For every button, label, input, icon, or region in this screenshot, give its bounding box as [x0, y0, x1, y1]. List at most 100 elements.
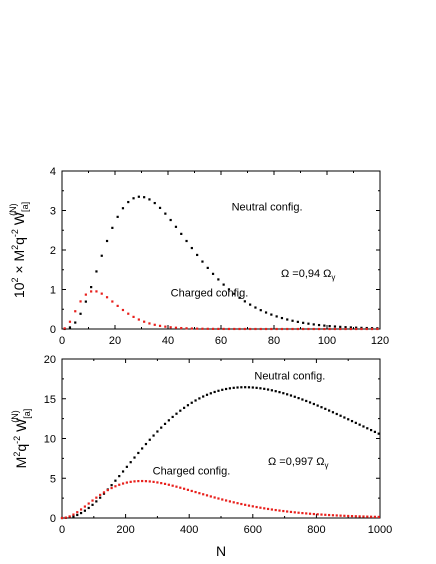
data-point: [289, 394, 293, 397]
data-point: [333, 327, 337, 331]
data-point: [335, 412, 338, 416]
data-point: [264, 327, 268, 331]
data-point: [317, 327, 321, 331]
data-point: [377, 515, 380, 519]
data-point: [344, 327, 347, 331]
data-point: [95, 270, 98, 273]
data-point: [259, 327, 262, 331]
data-point: [233, 292, 236, 295]
data-point: [91, 499, 94, 502]
data-point: [249, 327, 252, 331]
data-point: [302, 327, 305, 331]
data-point: [331, 411, 335, 414]
series-charged-config: [63, 290, 379, 331]
x-tick-label: 80: [268, 335, 280, 347]
data-point: [270, 508, 273, 511]
y-axis-label: 102 × M2q-2 W[a](N): [8, 202, 30, 298]
series-label: Charged config.: [153, 465, 231, 477]
data-point: [194, 399, 197, 402]
data-point: [243, 327, 246, 331]
data-point: [148, 322, 151, 325]
data-point: [316, 404, 319, 407]
data-point: [270, 389, 273, 392]
bottom-panel: 0 200 400 600 800 1000 0 5 10 15 20 Neutral config.…: [10, 354, 392, 559]
data-point: [370, 327, 374, 331]
data-point: [328, 513, 331, 517]
data-point: [328, 324, 331, 328]
data-point: [183, 406, 186, 409]
x-tick-label: 120: [371, 335, 389, 347]
data-point: [354, 515, 357, 518]
data-point: [323, 327, 326, 331]
data-point: [90, 290, 93, 293]
data-point: [143, 196, 146, 199]
data-point: [324, 513, 327, 516]
data-point: [266, 388, 270, 391]
data-point: [270, 327, 273, 331]
data-point: [79, 300, 82, 303]
data-point: [205, 393, 209, 396]
data-point: [280, 327, 284, 331]
data-point: [152, 480, 155, 483]
series-neutral-config: [60, 386, 380, 520]
data-point: [213, 496, 216, 499]
data-point: [240, 386, 243, 389]
data-point: [274, 508, 277, 512]
data-point: [164, 212, 167, 215]
y-tick-label: 10: [44, 434, 56, 446]
data-point: [227, 288, 231, 291]
data-point: [63, 327, 66, 330]
data-point: [339, 514, 342, 517]
data-point: [255, 505, 258, 509]
data-point: [247, 504, 251, 507]
series-neutral-config: [63, 195, 379, 331]
data-point: [373, 430, 377, 433]
data-point: [350, 515, 354, 518]
data-point: [270, 313, 273, 316]
data-point: [280, 316, 284, 320]
data-point: [190, 401, 193, 404]
data-point: [347, 418, 350, 421]
data-point: [132, 315, 135, 318]
data-point: [64, 516, 67, 519]
data-point: [343, 416, 346, 419]
data-point: [349, 327, 352, 331]
data-point: [232, 386, 235, 389]
data-point: [205, 494, 209, 497]
data-point: [358, 515, 361, 518]
data-point: [324, 407, 327, 410]
data-point: [99, 496, 102, 499]
plot-frame: [61, 170, 381, 330]
data-point: [243, 300, 246, 303]
data-point: [360, 327, 363, 331]
data-point: [74, 310, 77, 313]
data-point: [171, 484, 174, 487]
x-tick-label: 200: [116, 524, 134, 536]
data-point: [60, 516, 64, 520]
data-point: [129, 461, 132, 464]
data-point: [100, 292, 103, 295]
data-point: [263, 507, 266, 510]
data-point: [312, 323, 315, 326]
data-point: [201, 260, 204, 263]
data-point: [297, 397, 300, 400]
data-point: [254, 327, 257, 331]
data-point: [360, 326, 363, 329]
x-tick-label: 100: [318, 335, 336, 347]
data-point: [167, 419, 170, 422]
data-point: [349, 326, 352, 329]
data-point: [171, 415, 174, 419]
data-point: [221, 388, 224, 391]
data-point: [312, 327, 315, 331]
data-point: [282, 392, 285, 395]
data-point: [121, 308, 125, 312]
data-point: [238, 296, 241, 299]
data-point: [127, 200, 130, 204]
data-point: [307, 322, 310, 325]
data-point: [87, 502, 90, 505]
data-point: [286, 393, 289, 396]
data-point: [95, 496, 98, 499]
y-tick-label: 15: [44, 394, 56, 406]
plot-frame: [61, 358, 381, 519]
data-point: [217, 497, 220, 500]
